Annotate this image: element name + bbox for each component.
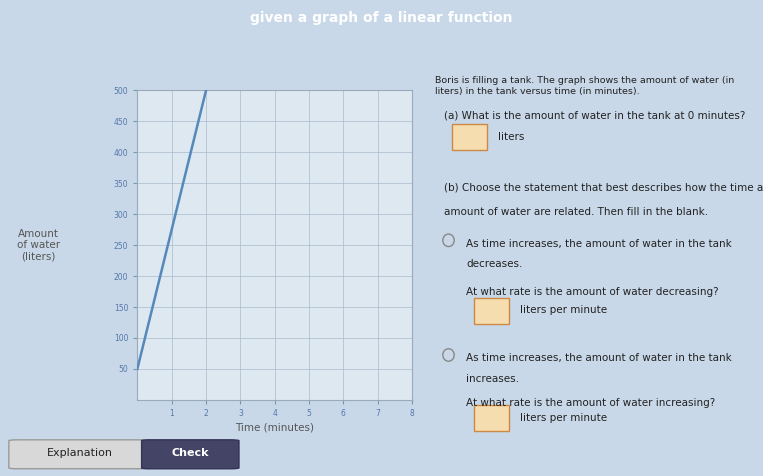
Text: amount of water are related. Then fill in the blank.: amount of water are related. Then fill i… bbox=[444, 208, 708, 218]
FancyBboxPatch shape bbox=[474, 406, 509, 431]
Text: (a) What is the amount of water in the tank at 0 minutes?: (a) What is the amount of water in the t… bbox=[444, 110, 745, 120]
Text: Amount
of water
(liters): Amount of water (liters) bbox=[17, 228, 60, 262]
Text: Boris is filling a tank. The graph shows the amount of water (in liters) in the : Boris is filling a tank. The graph shows… bbox=[435, 76, 734, 96]
Text: liters per minute: liters per minute bbox=[520, 413, 607, 423]
Text: decreases.: decreases. bbox=[466, 259, 523, 269]
Text: (b) Choose the statement that best describes how the time and: (b) Choose the statement that best descr… bbox=[444, 183, 763, 193]
Text: As time increases, the amount of water in the tank: As time increases, the amount of water i… bbox=[466, 238, 732, 248]
X-axis label: Time (minutes): Time (minutes) bbox=[235, 422, 314, 432]
FancyBboxPatch shape bbox=[9, 440, 150, 469]
Text: At what rate is the amount of water decreasing?: At what rate is the amount of water decr… bbox=[466, 287, 719, 297]
FancyBboxPatch shape bbox=[142, 440, 239, 469]
Text: increases.: increases. bbox=[466, 374, 519, 384]
Text: given a graph of a linear function: given a graph of a linear function bbox=[250, 11, 513, 25]
Text: At what rate is the amount of water increasing?: At what rate is the amount of water incr… bbox=[466, 398, 715, 408]
FancyBboxPatch shape bbox=[452, 124, 487, 150]
Text: Check: Check bbox=[172, 448, 209, 458]
FancyBboxPatch shape bbox=[474, 298, 509, 324]
Text: Explanation: Explanation bbox=[47, 448, 113, 458]
Text: As time increases, the amount of water in the tank: As time increases, the amount of water i… bbox=[466, 353, 732, 363]
Text: liters: liters bbox=[497, 132, 524, 142]
Text: liters per minute: liters per minute bbox=[520, 306, 607, 316]
